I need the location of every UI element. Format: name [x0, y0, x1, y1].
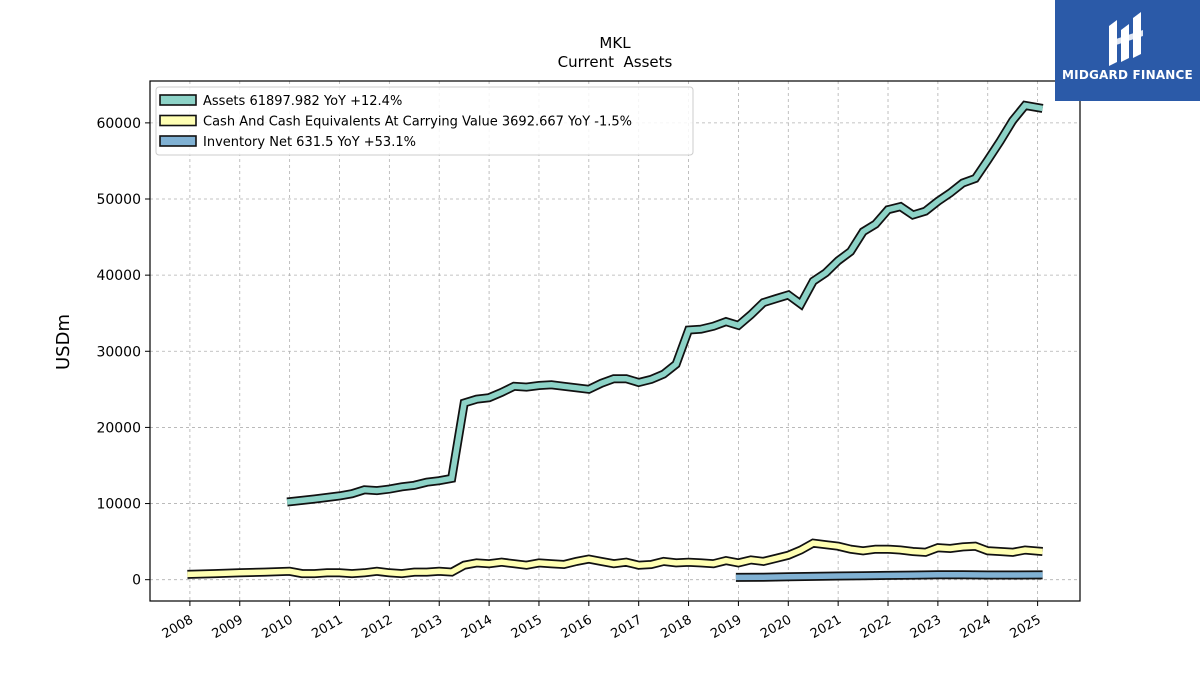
x-tick-label: 2023	[908, 612, 944, 642]
x-tick-label: 2013	[409, 612, 445, 642]
brand-logo: MIDGARD FINANCE	[1055, 0, 1200, 101]
legend-label-1: Cash And Cash Equivalents At Carrying Va…	[203, 115, 632, 130]
x-tick-label: 2022	[858, 612, 894, 642]
y-axis-label: USDm	[53, 314, 74, 370]
y-tick-label: 20000	[96, 420, 141, 436]
legend-label-2: Inventory Net 631.5 YoY +53.1%	[203, 135, 416, 150]
x-tick-label: 2012	[359, 612, 395, 642]
x-tick-label: 2016	[559, 612, 595, 642]
y-tick-label: 50000	[96, 192, 141, 208]
logo-mark-icon	[1109, 12, 1143, 66]
chart-title: MKL	[599, 34, 631, 52]
logo-text: MIDGARD FINANCE	[1062, 68, 1193, 82]
x-tick-label: 2018	[658, 612, 694, 642]
x-tick-label: 2020	[758, 612, 794, 642]
legend-box	[155, 86, 694, 156]
x-tick-label: 2008	[160, 612, 196, 642]
x-tick-label: 2024	[958, 612, 994, 642]
series-line-0	[286, 102, 1044, 505]
y-tick-label: 60000	[96, 116, 141, 132]
x-tick-label: 2015	[509, 612, 545, 642]
y-tick-label: 40000	[96, 268, 141, 284]
legend-label-0: Assets 61897.982 YoY +12.4%	[203, 94, 402, 109]
legend-swatch-0	[159, 94, 197, 106]
x-tick-label: 2011	[309, 612, 345, 642]
x-tick-label: 2017	[609, 612, 645, 642]
x-tick-label: 2025	[1007, 612, 1043, 642]
legend: Assets 61897.982 YoY +12.4% Cash And Cash…	[155, 86, 694, 156]
y-tick-label: 10000	[96, 497, 141, 513]
series-line-2	[735, 572, 1043, 581]
x-tick-label: 2021	[808, 612, 844, 642]
series-line-1	[187, 540, 1043, 578]
x-tick-label: 2019	[708, 612, 744, 642]
series-outline-0	[286, 100, 1044, 507]
plot-frame	[149, 80, 1081, 602]
chart-subtitle: Current Assets	[558, 53, 673, 71]
series-outline-1	[187, 538, 1043, 579]
x-tick-label: 2014	[459, 612, 495, 642]
x-tick-label: 2010	[259, 612, 295, 642]
y-tick-label: 30000	[96, 344, 141, 360]
y-tick-label: 0	[132, 573, 141, 589]
x-tick-label: 2009	[210, 612, 246, 642]
legend-swatch-1	[159, 114, 197, 127]
legend-swatch-2	[159, 135, 197, 147]
